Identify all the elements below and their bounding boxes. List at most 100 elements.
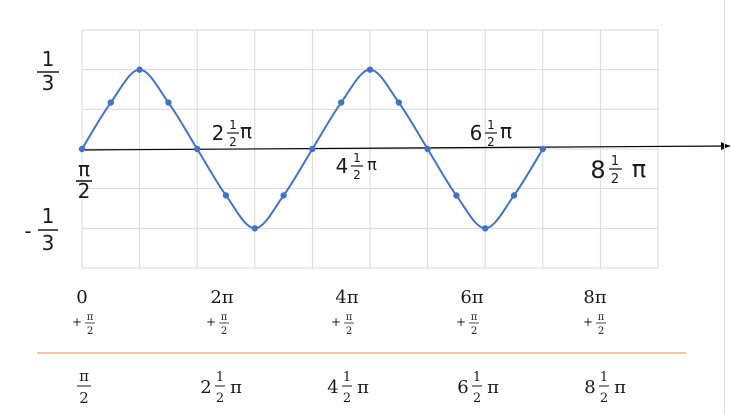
result-2-den: 2	[343, 391, 351, 406]
result-3-pi: π	[487, 377, 499, 398]
result-4-num: 1	[600, 370, 608, 385]
tick-0-main: 0	[76, 287, 87, 308]
data-point	[78, 145, 86, 153]
tick-0: 0 + π 2	[72, 287, 95, 337]
tick-0-prefix: +	[72, 315, 82, 329]
crossing-1-den: 2	[229, 135, 237, 149]
tick-4pi-den: 2	[346, 326, 352, 337]
data-point	[136, 66, 143, 73]
tick-8pi: 8π + π 2	[583, 287, 607, 337]
crossing-label-3: 6 1 2 π	[470, 118, 512, 149]
origin-den: 2	[78, 179, 91, 203]
crossing-label-2: 4 1 2 π	[336, 151, 378, 182]
crossing-2-whole: 4	[336, 154, 349, 178]
result-0-num: π	[79, 367, 89, 385]
result-4: 8 1 2 π	[584, 370, 626, 406]
crossing-1-whole: 2	[212, 121, 225, 145]
tick-row: 0 + π 2 2π + π 2 4π + π 2 6π + π 2 8	[72, 287, 607, 337]
tick-4pi: 4π + π 2	[331, 287, 359, 337]
data-point	[194, 145, 201, 153]
data-points	[78, 66, 546, 232]
y-label-bottom: - 1 3	[24, 204, 58, 255]
result-1-pi: π	[230, 377, 242, 398]
crossing-2-num: 1	[353, 151, 361, 165]
result-2-pi: π	[357, 377, 369, 398]
tick-6pi-main: 6π	[460, 287, 483, 308]
crossing-2-den: 2	[353, 168, 361, 182]
result-1-num: 1	[216, 370, 224, 385]
crossing-4-whole: 8	[590, 156, 605, 184]
tick-4pi-num: π	[346, 312, 353, 323]
crossing-1-pi: π	[240, 119, 252, 143]
tick-6pi: 6π + π 2	[456, 287, 484, 337]
tick-0-den: 2	[87, 326, 93, 337]
data-point	[222, 192, 230, 199]
crossing-3-whole: 6	[470, 121, 483, 145]
data-point	[338, 99, 345, 106]
data-point	[251, 225, 258, 232]
result-4-whole: 8	[584, 377, 595, 398]
result-1-whole: 2	[200, 377, 211, 398]
tick-2pi-den: 2	[221, 326, 227, 337]
result-2-num: 1	[343, 370, 351, 385]
crossing-3-num: 1	[487, 118, 495, 132]
tick-6pi-den: 2	[471, 326, 477, 337]
y-label-top: 1 3	[37, 47, 59, 95]
tick-2pi-prefix: +	[206, 315, 216, 329]
result-3-den: 2	[473, 391, 481, 406]
tick-0-num: π	[87, 312, 94, 323]
tick-2pi: 2π + π 2	[206, 287, 234, 337]
tick-6pi-num: π	[471, 312, 478, 323]
crossing-4-num: 1	[611, 154, 619, 169]
origin-num: π	[78, 157, 90, 181]
result-row: π 2 2 1 2 π 4 1 2 π 6 1 2 π 8 1	[77, 367, 626, 407]
crossing-3-den: 2	[487, 135, 495, 149]
result-3-num: 1	[473, 370, 481, 385]
tick-8pi-main: 8π	[583, 287, 606, 308]
data-point	[165, 99, 172, 106]
tick-2pi-main: 2π	[210, 287, 233, 308]
right-border	[724, 0, 725, 414]
crossing-label-1: 2 1 2 π	[212, 118, 252, 149]
data-point	[424, 145, 431, 153]
x-axis-arrow	[79, 142, 731, 151]
tick-4pi-prefix: +	[331, 315, 341, 329]
y-bottom-den: 3	[42, 231, 55, 255]
tick-2pi-num: π	[221, 312, 228, 323]
crossing-3-pi: π	[500, 119, 512, 143]
origin-label: π 2	[76, 157, 92, 203]
tick-6pi-prefix: +	[456, 315, 466, 329]
result-4-den: 2	[600, 391, 608, 406]
tick-8pi-prefix: +	[583, 315, 593, 329]
tick-4pi-main: 4π	[335, 287, 358, 308]
data-point	[510, 192, 518, 199]
result-1: 2 1 2 π	[200, 370, 242, 406]
crossing-2-pi: π	[367, 155, 377, 174]
result-3-whole: 6	[457, 377, 468, 398]
tick-8pi-den: 2	[598, 326, 604, 337]
data-point	[453, 192, 460, 199]
result-0: π 2	[77, 367, 91, 407]
data-point	[482, 225, 489, 232]
y-bottom-sign: -	[24, 219, 31, 243]
crossing-4-den: 2	[611, 172, 619, 187]
result-3: 6 1 2 π	[457, 370, 499, 406]
data-point	[309, 145, 316, 153]
crossing-label-4: 8 1 2 π	[590, 154, 646, 187]
crossing-1-num: 1	[229, 118, 237, 132]
data-point	[539, 145, 546, 153]
result-0-den: 2	[79, 389, 89, 407]
result-1-den: 2	[216, 391, 224, 406]
y-top-num: 1	[42, 47, 55, 71]
data-point	[107, 99, 115, 106]
data-point	[366, 66, 374, 73]
result-4-pi: π	[614, 377, 626, 398]
y-bottom-num: 1	[42, 204, 55, 228]
data-point	[280, 192, 287, 199]
data-point	[395, 99, 402, 106]
result-2: 4 1 2 π	[327, 370, 369, 406]
result-2-whole: 4	[327, 377, 338, 398]
tick-8pi-num: π	[598, 312, 605, 323]
crossing-4-pi: π	[632, 155, 646, 183]
